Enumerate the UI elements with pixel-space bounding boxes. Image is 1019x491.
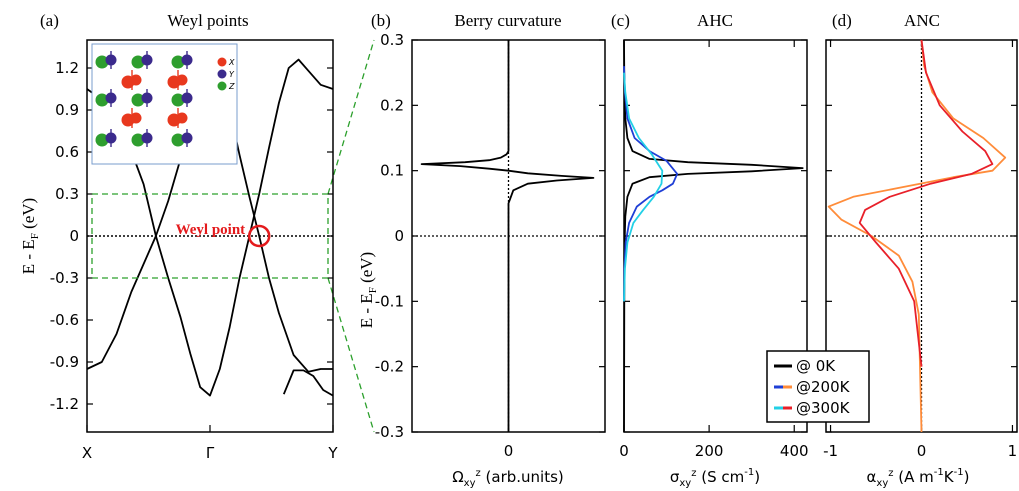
panel-b-curves — [420, 40, 595, 432]
legend-label: @ 0K — [796, 357, 836, 375]
atom-z — [95, 55, 109, 69]
xtick-label: 0 — [619, 442, 629, 460]
xtick-label: 1 — [1008, 442, 1018, 460]
ytick-label: 0.2 — [380, 96, 404, 114]
ytick-label: -0.3 — [50, 269, 79, 287]
ytick-label: -0.6 — [50, 311, 79, 329]
panel-a-ylabel: E - EF (eV) — [19, 198, 41, 274]
inset-legend-label: X — [228, 58, 235, 67]
weyl-point-label: Weyl point — [176, 222, 246, 238]
ytick-label: -0.1 — [375, 292, 404, 310]
panel-c-label: (c) — [611, 11, 630, 30]
panel-d-label: (d) — [832, 11, 852, 30]
ytick-label: -0.3 — [375, 423, 404, 441]
panel-c-title: AHC — [697, 11, 733, 30]
kpoint-label: Γ — [206, 444, 215, 462]
ytick-label: 0.3 — [380, 31, 404, 49]
kpoint-label: Y — [327, 444, 338, 462]
inset-legend-label: Y — [229, 70, 235, 79]
atom-z — [171, 93, 185, 107]
atom-x — [176, 74, 188, 86]
panel-c-curves — [623, 39, 804, 433]
anc-line — [858, 39, 994, 367]
xtick-label: 400 — [780, 442, 809, 460]
atom-z — [131, 93, 145, 107]
panel-c-xlabel: σxyz (S cm-1) — [670, 467, 760, 489]
ytick-label: 0.9 — [55, 101, 79, 119]
inset-legend-dot — [217, 69, 227, 79]
guide-line-bottom — [327, 277, 375, 433]
panel-b-xlabel: Ωxyz (arb.units) — [452, 468, 564, 489]
panel-b: (b) Berry curvature E - EF (eV) 0.30.20.… — [357, 11, 606, 489]
legend-label: @200K — [796, 378, 851, 396]
panel-b-label: (b) — [371, 11, 391, 30]
kpoint-label: X — [82, 444, 92, 462]
band-line — [86, 58, 334, 397]
ytick-label: 0.3 — [55, 185, 79, 203]
atom-z — [131, 55, 145, 69]
ahc-line — [623, 39, 804, 433]
panel-b-ylabel: E - EF (eV) — [357, 252, 379, 328]
berry-curvature-line — [420, 40, 595, 432]
atom-z — [95, 133, 109, 147]
panel-b-yticks: 0.3 0.2 0.1 0 -0.1 -0.2 -0.3 — [375, 31, 605, 441]
ytick-label: 1.2 — [55, 59, 79, 77]
panel-a: (a) Weyl points E - EF (eV) 1.2 0.9 0.6 0.3… — [19, 11, 338, 462]
atom-x — [130, 74, 142, 86]
panel-d: (d) ANC -1 0 1 αxyz (A m-1K-1) — [823, 11, 1018, 489]
ytick-label: -0.9 — [50, 353, 79, 371]
ytick-label: -1.2 — [50, 395, 79, 413]
anc-line — [827, 39, 1007, 433]
xtick-label: 0 — [917, 442, 927, 460]
panel-c-xticks: 0 200 400 — [619, 40, 809, 460]
ytick-label: 0 — [69, 227, 79, 245]
inset-legend: XYZ — [217, 57, 235, 91]
weyl-point-marker — [247, 224, 271, 248]
ytick-label: 0.6 — [55, 143, 79, 161]
xtick-label: 200 — [695, 442, 724, 460]
panel-b-title: Berry curvature — [454, 11, 561, 30]
ahc-line — [623, 72, 664, 302]
inset-legend-dot — [217, 81, 227, 91]
legend-label: @300K — [796, 399, 851, 417]
ytick-label: 0 — [394, 227, 404, 245]
atom-x — [176, 112, 188, 124]
inset-legend-label: Z — [228, 82, 235, 91]
ytick-label: -0.2 — [375, 358, 404, 376]
panel-d-xlabel: αxyz (A m-1K-1) — [867, 467, 970, 489]
xtick-label: 0 — [504, 442, 514, 460]
panel-d-title: ANC — [904, 11, 940, 30]
crystal-structure-inset: XYZ — [91, 43, 238, 165]
atom-z — [131, 133, 145, 147]
panel-a-label: (a) — [40, 11, 59, 30]
panel-c: (c) AHC 0 200 400 σxyz (S cm-1) — [611, 11, 809, 489]
temperature-legend: @ 0K @200K @300K — [766, 350, 870, 423]
atom-x — [130, 112, 142, 124]
atom-z — [171, 55, 185, 69]
atom-z — [171, 133, 185, 147]
atom-z — [95, 93, 109, 107]
guide-line-top — [327, 39, 375, 195]
inset-atoms — [95, 51, 193, 147]
ahc-line — [623, 66, 679, 302]
inset-frame — [91, 43, 238, 165]
ytick-label: 0.1 — [380, 162, 404, 180]
zoom-guide-lines — [327, 39, 375, 433]
band-line — [282, 369, 334, 397]
panel-a-yticks: 1.2 0.9 0.6 0.3 0 -0.3 -0.6 -0.9 -1.2 — [50, 59, 333, 413]
inset-legend-dot — [217, 57, 227, 67]
xtick-label: -1 — [823, 442, 838, 460]
panel-a-title: Weyl points — [167, 11, 248, 30]
panel-d-curves — [827, 39, 1007, 433]
